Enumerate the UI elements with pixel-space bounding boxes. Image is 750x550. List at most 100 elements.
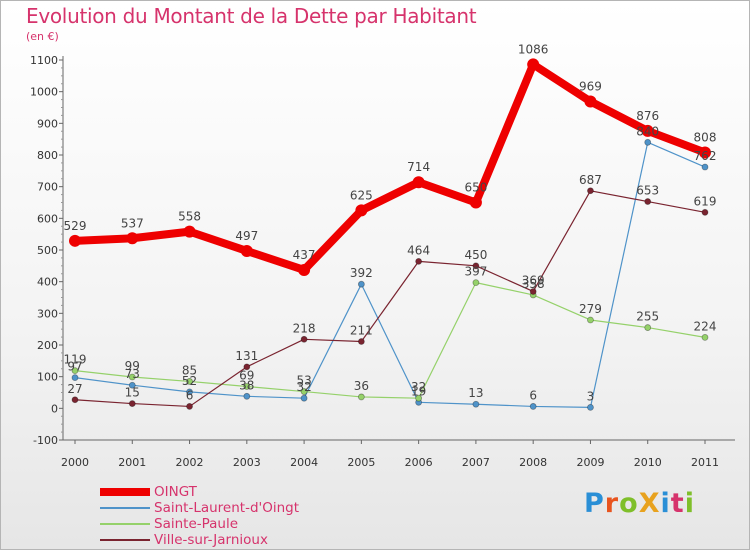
data-point xyxy=(186,388,193,396)
data-point xyxy=(699,146,711,159)
data-label: 876 xyxy=(636,109,659,123)
series-line xyxy=(74,282,706,399)
data-label: 497 xyxy=(235,229,258,243)
data-point xyxy=(584,95,597,108)
data-label: 392 xyxy=(350,266,373,280)
y-tick-label: 0 xyxy=(51,402,58,415)
data-point xyxy=(527,58,540,71)
data-label: 619 xyxy=(694,194,717,208)
data-point xyxy=(71,367,79,375)
data-label: 6 xyxy=(186,388,194,402)
data-point xyxy=(128,373,136,381)
data-point xyxy=(243,383,251,390)
series-group xyxy=(69,58,711,411)
data-label: 687 xyxy=(579,173,602,187)
data-label: 131 xyxy=(235,349,258,363)
data-label: 32 xyxy=(411,380,426,394)
data-label: 537 xyxy=(121,216,144,230)
data-label: 808 xyxy=(694,130,717,144)
data-point xyxy=(644,198,652,205)
proxiti-logo: ProXiti xyxy=(584,488,695,519)
legend-swatch xyxy=(100,488,150,496)
data-point xyxy=(186,378,193,385)
x-tick-label: 2011 xyxy=(691,456,719,469)
y-tick-label: 600 xyxy=(37,212,58,225)
data-label: 840 xyxy=(636,124,659,138)
data-point xyxy=(300,335,308,343)
data-label: 625 xyxy=(350,188,373,202)
y-tick-label: 800 xyxy=(37,149,58,162)
data-point xyxy=(472,262,480,270)
data-point xyxy=(243,363,251,371)
logo-letter: P xyxy=(584,488,605,519)
data-label: 69 xyxy=(239,368,254,382)
data-label: 1086 xyxy=(518,42,549,56)
x-tick-label: 2003 xyxy=(233,456,261,469)
data-point xyxy=(128,381,136,389)
data-labels: 97 73 52 38 32 392 19 13 6 3 840 762 119 99 85 69 53 36 32… xyxy=(64,42,717,403)
data-label: 38 xyxy=(239,378,254,392)
data-label: 36 xyxy=(354,379,369,393)
data-point xyxy=(69,234,81,247)
data-point xyxy=(587,316,594,324)
data-label: 97 xyxy=(67,360,82,374)
data-label: 27 xyxy=(67,382,82,396)
data-point xyxy=(641,124,654,137)
data-point xyxy=(415,257,423,265)
data-point xyxy=(644,324,652,331)
data-label: 6 xyxy=(529,388,537,402)
data-point xyxy=(183,225,196,238)
x-tick-label: 2004 xyxy=(290,456,318,469)
data-label: 255 xyxy=(636,310,659,324)
data-label: 358 xyxy=(522,277,545,291)
data-label: 464 xyxy=(407,243,430,257)
data-label: 558 xyxy=(178,210,201,224)
data-label: 279 xyxy=(579,302,602,316)
data-label: 653 xyxy=(636,184,659,198)
series-line xyxy=(74,141,706,408)
legend-swatch xyxy=(100,539,150,541)
y-tick-label: 400 xyxy=(37,276,58,289)
y-tick-label: 200 xyxy=(37,339,58,352)
legend-label: Saint-Laurent-d'Oingt xyxy=(154,500,300,516)
legend-label: OINGT xyxy=(154,484,197,500)
data-point xyxy=(126,232,139,245)
logo-letter: r xyxy=(604,488,620,519)
y-tick-label: -100 xyxy=(33,434,58,447)
x-tick-label: 2009 xyxy=(576,456,604,469)
data-point xyxy=(71,374,79,382)
data-point xyxy=(355,204,368,217)
data-label: 53 xyxy=(296,374,311,388)
data-point xyxy=(701,163,709,171)
logo-letter: i xyxy=(660,488,671,519)
chart-title: Evolution du Montant de la Dette par Hab… xyxy=(26,4,477,28)
series-line xyxy=(74,190,706,408)
logo-letter: t xyxy=(670,488,685,519)
data-label: 714 xyxy=(407,160,430,174)
data-label: 15 xyxy=(125,386,140,400)
data-point xyxy=(701,333,709,341)
x-tick-label: 2010 xyxy=(634,456,662,469)
data-point xyxy=(412,176,425,189)
axes: -100 0 100 200 300 400 500 600 700 800 900 1000 1100… xyxy=(30,54,735,469)
data-label: 397 xyxy=(464,265,487,279)
data-label: 369 xyxy=(522,273,545,287)
y-tick-label: 1000 xyxy=(30,86,58,99)
logo-letter: o xyxy=(619,488,639,519)
data-label: 19 xyxy=(411,384,426,398)
y-tick-label: 900 xyxy=(37,117,58,130)
data-point xyxy=(529,288,537,295)
data-label: 52 xyxy=(182,374,197,388)
data-point xyxy=(300,388,308,395)
y-tick-label: 500 xyxy=(37,244,58,257)
data-point xyxy=(469,196,482,209)
y-tick-label: 100 xyxy=(37,371,58,384)
data-point xyxy=(357,338,365,345)
data-point xyxy=(243,392,251,400)
data-point xyxy=(240,244,253,257)
x-tick-label: 2008 xyxy=(519,456,547,469)
data-point xyxy=(357,280,365,288)
data-label: 529 xyxy=(64,219,87,233)
data-point xyxy=(415,394,423,402)
